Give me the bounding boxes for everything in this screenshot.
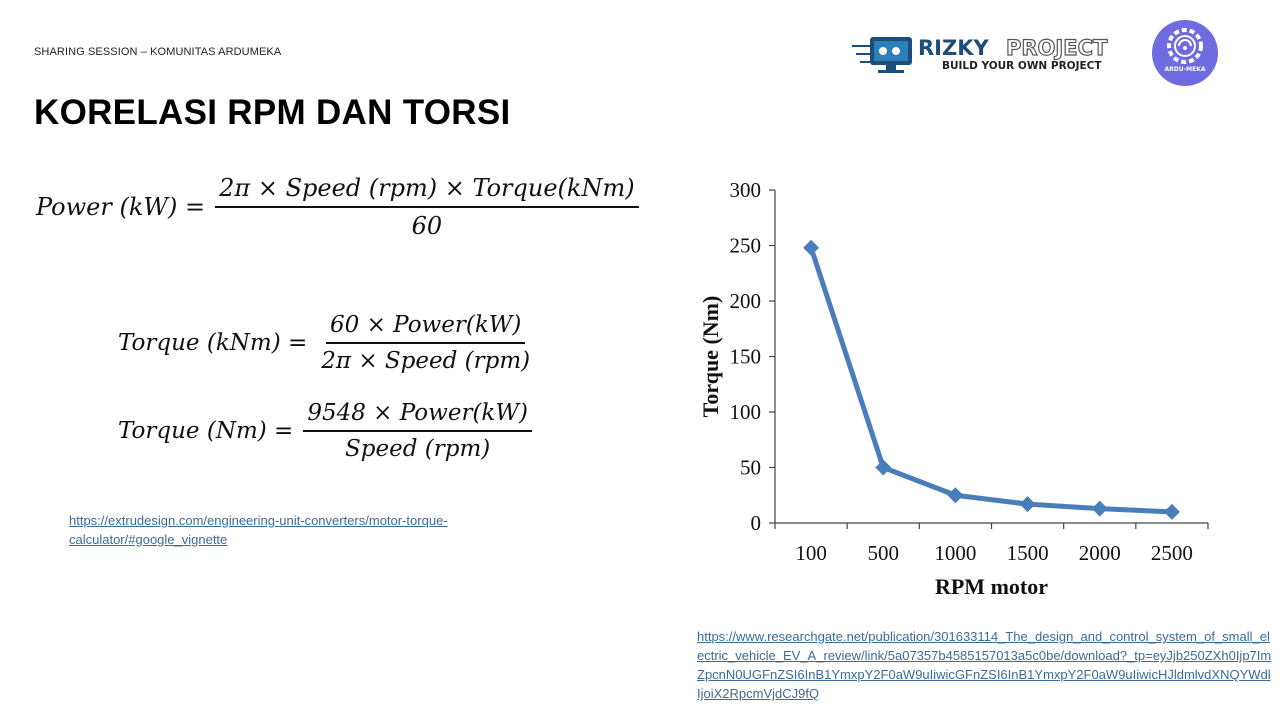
slide-title: KORELASI RPM DAN TORSI: [34, 93, 511, 132]
data-point-marker: [1019, 496, 1036, 513]
data-point-marker: [1163, 503, 1180, 520]
y-axis-label: Torque (Nm): [698, 296, 723, 418]
torque-knm-fraction: 60 × Power(kW) 2π × Speed (rpm): [317, 312, 534, 374]
x-tick-label: 1500: [1007, 541, 1049, 565]
ardumeka-badge: ARDU-MEKA: [1152, 20, 1218, 86]
y-tick-label: 100: [730, 400, 762, 424]
y-tick-label: 150: [730, 345, 762, 369]
torque-nm-numerator: 9548 × Power(kW): [303, 400, 532, 432]
power-formula-lhs: Power (kW) =: [36, 193, 206, 221]
y-tick-label: 0: [751, 511, 762, 535]
circuit-monitor-icon: [852, 37, 912, 73]
torque-nm-fraction: 9548 × Power(kW) Speed (rpm): [303, 400, 532, 462]
data-point-marker: [875, 459, 892, 476]
power-formula: Power (kW) = 2π × Speed (rpm) × Torque(k…: [36, 174, 639, 240]
rpm-torque-chart: 0 50 100 150 200 250 300 100 500 1000 1500 2000 250…: [698, 178, 1209, 599]
torque-knm-formula: Torque (kNm) = 60 × Power(kW) 2π × Speed…: [118, 312, 534, 374]
logo-name2: PROJECT: [1006, 36, 1108, 60]
power-formula-numerator: 2π × Speed (rpm) × Torque(kNm): [215, 174, 639, 208]
researchgate-link[interactable]: https://www.researchgate.net/publication…: [697, 629, 1272, 701]
torque-nm-formula: Torque (Nm) = 9548 × Power(kW) Speed (rp…: [118, 400, 532, 462]
data-point-marker: [803, 239, 820, 256]
torque-knm-denominator: 2π × Speed (rpm): [321, 348, 531, 374]
x-tick-label: 100: [795, 541, 827, 565]
power-formula-fraction: 2π × Speed (rpm) × Torque(kNm) 60: [215, 174, 639, 240]
x-tick-label: 2500: [1151, 541, 1193, 565]
y-tick-label: 200: [730, 289, 762, 313]
data-point-marker: [947, 487, 964, 504]
rizky-project-logo: RIZKY PROJECT BUILD YOUR OWN PROJECT: [852, 34, 1134, 76]
x-tick-label: 500: [868, 541, 900, 565]
torque-series-line: [808, 246, 1173, 515]
torque-nm-denominator: Speed (rpm): [345, 436, 491, 462]
x-tick-label: 2000: [1079, 541, 1121, 565]
x-axis-label: RPM motor: [935, 574, 1048, 599]
power-formula-denominator: 60: [411, 212, 443, 240]
logo-name1: RIZKY: [918, 36, 989, 60]
extrudesign-link[interactable]: https://extrudesign.com/engineering-unit…: [69, 513, 448, 547]
logo-tagline: BUILD YOUR OWN PROJECT: [942, 60, 1102, 72]
badge-label: ARDU-MEKA: [1164, 66, 1206, 73]
torque-knm-lhs: Torque (kNm) =: [118, 330, 308, 356]
y-tick-label: 50: [740, 456, 761, 480]
x-tick-label: 1000: [934, 541, 976, 565]
session-header: SHARING SESSION – KOMUNITAS ARDUMEKA: [34, 46, 282, 58]
torque-nm-lhs: Torque (Nm) =: [118, 418, 294, 444]
y-tick-label: 300: [730, 178, 762, 202]
data-point-marker: [1091, 500, 1108, 517]
y-tick-label: 250: [730, 234, 762, 258]
torque-knm-numerator: 60 × Power(kW): [326, 312, 526, 344]
